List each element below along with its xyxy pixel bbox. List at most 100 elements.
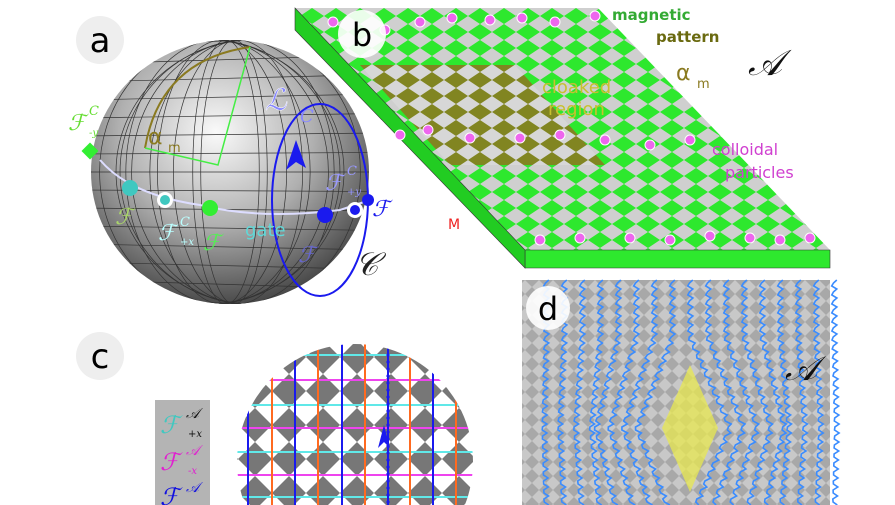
particle-trajectory <box>607 279 641 505</box>
panel-c: c ℱ 𝒜 +x ℱ 𝒜 -x ℱ 𝒜 <box>76 332 473 505</box>
cloaked-region <box>360 65 605 165</box>
colloidal-particle <box>516 12 528 24</box>
f-neg-y-sub: -y <box>89 128 98 139</box>
trajectory-dot <box>386 367 390 371</box>
f-plus-y-label-2: ℱ <box>372 197 393 222</box>
alpha-m-sub: m <box>168 141 181 156</box>
trajectory-dot <box>386 374 390 378</box>
m-label: M <box>448 217 460 233</box>
particle-trajectory <box>758 279 788 505</box>
particle-trajectory <box>572 279 587 505</box>
trajectory-dot <box>386 472 390 476</box>
trajectory-dot <box>386 416 390 420</box>
pattern-label: pattern <box>656 28 719 46</box>
loop-label: ℒ <box>265 83 288 118</box>
trajectory <box>99 159 371 215</box>
trajectory-dot <box>386 353 390 357</box>
colloidal-particle <box>599 134 611 146</box>
loop-sub: C <box>300 106 314 127</box>
colloid-markers <box>81 142 374 223</box>
legend-entry: ℱ 𝒜 -x <box>160 443 203 477</box>
trajectory-dot <box>386 486 390 490</box>
colloidal-particle <box>484 14 496 26</box>
particle-trajectory <box>722 279 761 505</box>
loop-arrow-icon <box>286 140 306 170</box>
particle-trajectory <box>621 279 659 505</box>
legend-box <box>155 400 210 505</box>
colloidal-particle <box>394 129 406 141</box>
trajectory-dot <box>386 430 390 434</box>
particle-trajectory <box>812 279 825 505</box>
slab-front <box>524 249 831 269</box>
particle-trajectories <box>541 279 841 505</box>
alpha-arc <box>144 46 251 149</box>
cloaked-region-d <box>662 365 718 492</box>
svg-text:𝒜: 𝒜 <box>186 443 203 459</box>
colloidal-particle <box>624 232 636 244</box>
panel-label-bg <box>76 16 124 64</box>
svg-text:+x: +x <box>188 429 202 440</box>
panel-b: b magnetic pattern cloaked region colloi… <box>294 6 831 269</box>
svg-text:ℱ: ℱ <box>160 411 183 439</box>
f-plus-y-label-1: ℱ <box>325 171 346 196</box>
colloidal-particle <box>554 129 566 141</box>
trajectory-dot <box>386 381 390 385</box>
colloidal-particle <box>446 12 458 24</box>
cloak-image <box>522 280 830 505</box>
trajectory-dot <box>386 493 390 497</box>
alpha-m-sub-b: m <box>697 77 710 92</box>
gate-label: gate <box>245 220 286 241</box>
f-neg-y-label: ℱ <box>68 111 89 136</box>
particle-trajectory <box>794 279 809 505</box>
trajectory-dot <box>386 402 390 406</box>
legend-entry: ℱ 𝒜 <box>160 480 203 505</box>
latitude-line <box>91 113 369 119</box>
particle-trajectory <box>593 279 623 505</box>
colloidal-particle <box>422 124 434 136</box>
f-plus-x-label-1: ℱ <box>115 205 136 230</box>
space-c-label: 𝒞 <box>355 245 387 283</box>
meridian-line <box>144 46 251 166</box>
latitude-line <box>91 132 369 137</box>
particle-trajectory <box>740 279 774 505</box>
colloidal-particle <box>549 16 561 28</box>
magnetic-label: magnetic <box>612 6 691 24</box>
colloidal-particle <box>589 10 601 22</box>
particle-trajectory <box>704 279 747 505</box>
trajectory-dot <box>386 395 390 399</box>
colloidal-particle <box>804 232 816 244</box>
colloidal-particle <box>644 139 656 151</box>
trajectory-dot <box>386 500 390 504</box>
trajectory-dot <box>386 423 390 427</box>
colloidal-particle <box>534 234 546 246</box>
f-neg-y-sup: C <box>89 104 99 119</box>
trajectory-dot <box>386 451 390 455</box>
trajectory-arrow-icon <box>378 425 390 448</box>
colloidal-particles <box>327 10 816 246</box>
svg-text:𝒜: 𝒜 <box>186 480 203 496</box>
svg-text:ℱ: ℱ <box>160 483 183 505</box>
latitude-line <box>91 243 369 251</box>
colloidal-particle <box>574 232 586 244</box>
latitude-line <box>91 152 369 155</box>
f-plus-y-sup: C <box>347 164 357 179</box>
svg-text:ℱ: ℱ <box>160 448 183 476</box>
f-plus-x-label-2: ℱ <box>158 221 179 246</box>
trajectory-dot <box>386 465 390 469</box>
trajectory-dot <box>386 360 390 364</box>
pattern-disk <box>237 344 473 505</box>
f-plus-x-sub: +x <box>180 237 194 248</box>
panel-label-c: c <box>91 337 110 377</box>
colloidal-particle <box>327 16 339 28</box>
colloidal-particle <box>684 134 696 146</box>
latitude-line <box>91 225 369 231</box>
particle-trajectory <box>830 279 841 505</box>
colloidal-particle <box>704 230 716 242</box>
f-plus-y-sub: +y <box>347 187 361 198</box>
f-plus-y-label-3: ℱ <box>298 243 319 268</box>
panel-d: d 𝒜 <box>522 279 841 505</box>
particle-trajectory <box>588 279 605 505</box>
colloidal-particle <box>464 132 476 144</box>
